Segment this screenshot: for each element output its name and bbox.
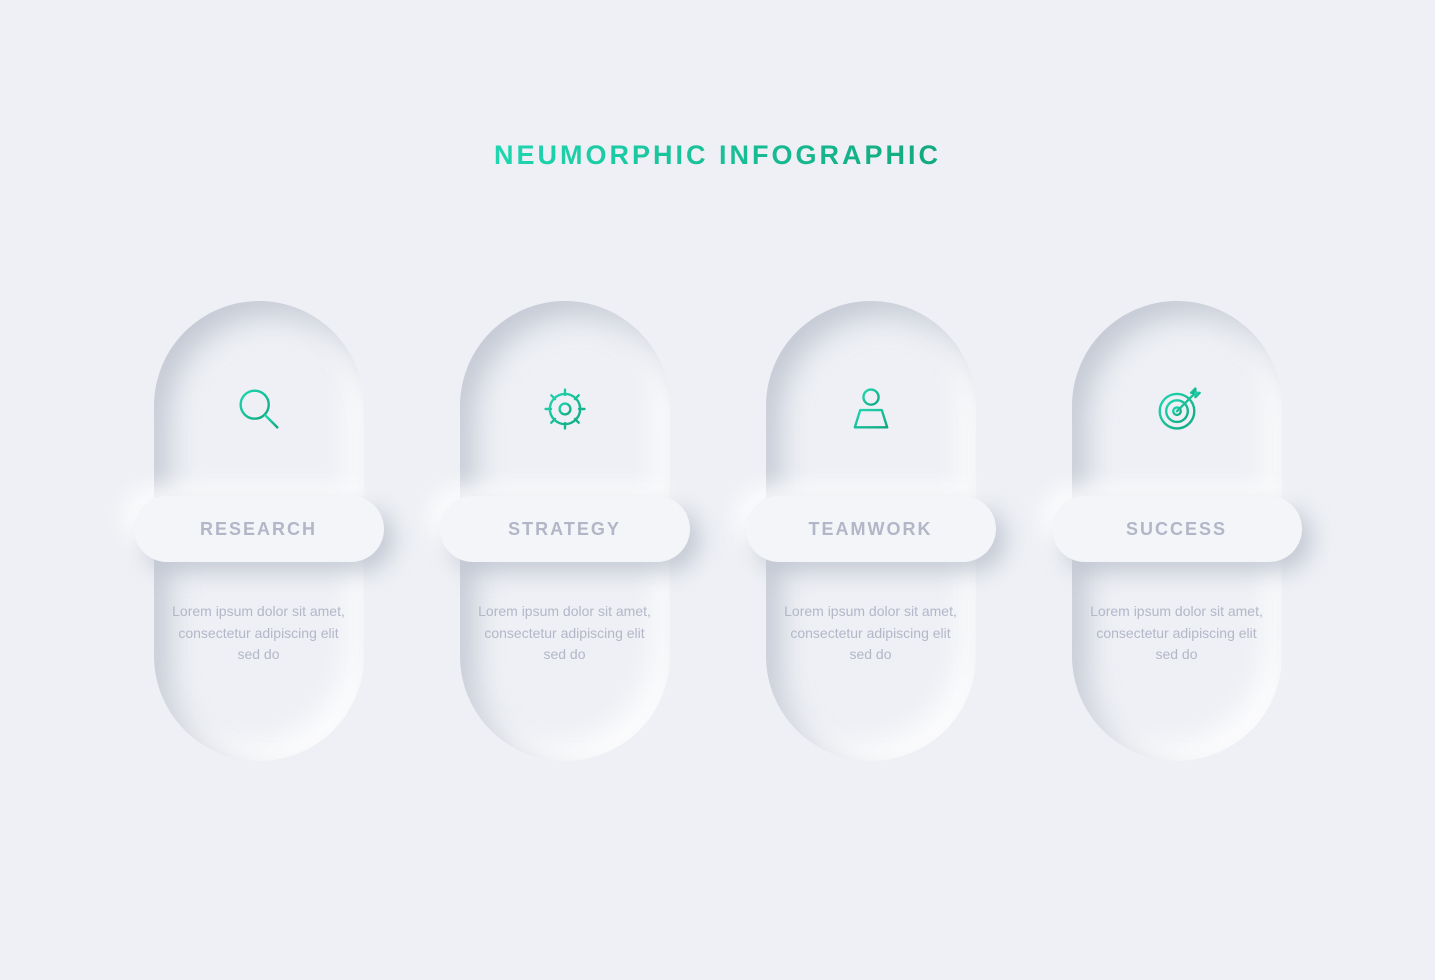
gear-icon [535,379,595,439]
card-body: Lorem ipsum dolor sit amet, consectetur … [475,601,655,666]
card-research: RESEARCH Lorem ipsum dolor sit amet, con… [134,301,384,761]
card-label-pill: RESEARCH [134,496,384,562]
cards-row: RESEARCH Lorem ipsum dolor sit amet, con… [134,301,1302,761]
target-icon [1147,379,1207,439]
card-label: TEAMWORK [809,519,933,540]
card-strategy: STRATEGY Lorem ipsum dolor sit amet, con… [440,301,690,761]
card-label: STRATEGY [508,519,621,540]
card-label: RESEARCH [200,519,317,540]
card-body: Lorem ipsum dolor sit amet, consectetur … [781,601,961,666]
card-body: Lorem ipsum dolor sit amet, consectetur … [169,601,349,666]
card-label-pill: TEAMWORK [746,496,996,562]
card-label-pill: STRATEGY [440,496,690,562]
card-teamwork: TEAMWORK Lorem ipsum dolor sit amet, con… [746,301,996,761]
card-label: SUCCESS [1126,519,1227,540]
card-body: Lorem ipsum dolor sit amet, consectetur … [1087,601,1267,666]
infographic-canvas: NEUMORPHIC INFOGRAPHIC RESEARCH Lorem ip… [0,0,1435,980]
card-label-pill: SUCCESS [1052,496,1302,562]
card-success: SUCCESS Lorem ipsum dolor sit amet, cons… [1052,301,1302,761]
page-title: NEUMORPHIC INFOGRAPHIC [494,140,941,171]
search-icon [229,379,289,439]
user-icon [841,379,901,439]
